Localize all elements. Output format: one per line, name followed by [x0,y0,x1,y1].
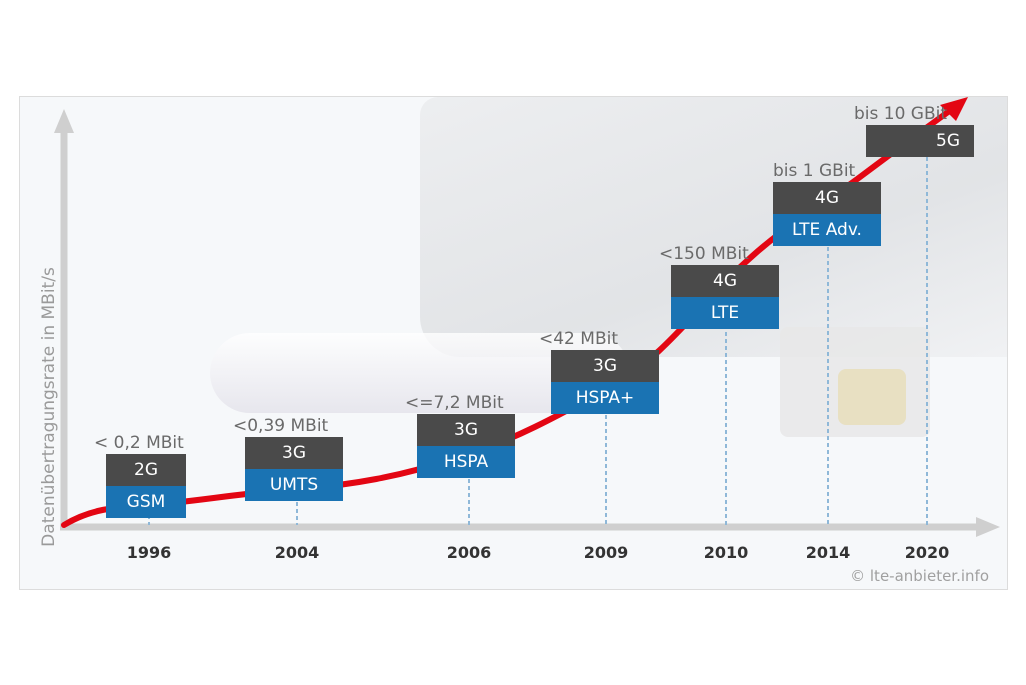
x-tick-label: 1996 [126,543,172,562]
x-tick-label: 2010 [703,543,749,562]
standard-label: UMTS [245,469,343,501]
generation-label: 5G [866,125,974,157]
rate-label: <42 MBit [539,329,618,349]
generation-label: 4G [671,265,779,297]
standard-label: LTE [671,297,779,329]
generation-box-5g: bis 10 GBit 5G [854,104,974,157]
standard-label: LTE Adv. [773,214,881,246]
x-tick-label: 2014 [805,543,851,562]
rate-label: bis 10 GBit [854,104,948,124]
generation-label: 2G [106,454,186,486]
rate-label: bis 1 GBit [773,161,856,181]
rate-label: <0,39 MBit [233,416,329,436]
generation-box-4g-lte: <150 MBit 4G LTE [659,244,779,329]
generation-label: 3G [417,414,515,446]
standard-label: HSPA+ [551,382,659,414]
copyright-notice: © lte-anbieter.info [850,567,989,585]
x-tick-label: 2020 [904,543,950,562]
generation-label: 3G [245,437,343,469]
x-tick-label: 2006 [446,543,492,562]
generation-label: 4G [773,182,881,214]
generation-box-4g-lte-adv: bis 1 GBit 4G LTE Adv. [773,161,881,246]
standard-label: GSM [106,486,186,518]
rate-label: <150 MBit [659,244,749,264]
y-axis-label: Datenübertragungsrate in MBit/s [39,267,59,547]
generation-box-3g-hspa-plus: <42 MBit 3G HSPA+ [539,329,659,414]
sim-chip-image [838,369,906,425]
curve-arrow-icon [940,97,968,121]
x-tick-label: 2004 [274,543,320,562]
generation-label: 3G [551,350,659,382]
generation-box-3g-hspa: <=7,2 MBit 3G HSPA [405,393,515,478]
generation-box-3g-umts: <0,39 MBit 3G UMTS [233,416,343,501]
x-axis-arrow-icon [976,517,1000,537]
y-axis-arrow-icon [54,109,74,133]
chart-frame: Datenübertragungsrate in MBit/s < 0,2 MB… [19,96,1008,590]
rate-label: <=7,2 MBit [405,393,504,413]
generation-box-2g-gsm: < 0,2 MBit 2G GSM [94,433,186,518]
rate-label: < 0,2 MBit [94,433,184,453]
standard-label: HSPA [417,446,515,478]
x-tick-label: 2009 [583,543,629,562]
